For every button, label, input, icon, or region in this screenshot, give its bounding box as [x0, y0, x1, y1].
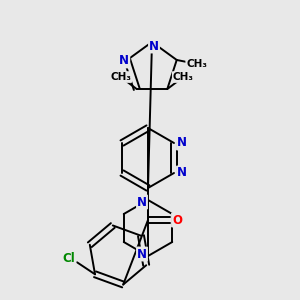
Text: CH₃: CH₃	[110, 72, 131, 82]
Text: N: N	[177, 136, 187, 149]
Text: N: N	[137, 196, 147, 208]
Text: N: N	[137, 248, 147, 260]
Text: CH₃: CH₃	[173, 72, 194, 82]
Text: N: N	[149, 40, 159, 52]
Text: N: N	[177, 167, 187, 179]
Text: CH₃: CH₃	[186, 59, 207, 69]
Text: O: O	[172, 214, 182, 226]
Text: N: N	[119, 55, 129, 68]
Text: Cl: Cl	[63, 252, 75, 265]
